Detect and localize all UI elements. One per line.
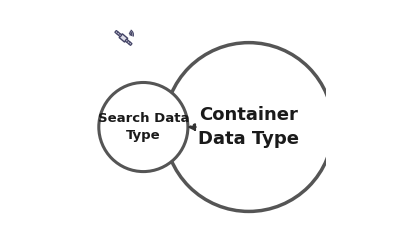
Circle shape — [99, 83, 188, 172]
Text: Search Data
Type: Search Data Type — [98, 112, 189, 142]
Polygon shape — [119, 34, 128, 42]
Polygon shape — [125, 39, 132, 45]
Circle shape — [164, 43, 333, 211]
Polygon shape — [115, 30, 122, 37]
Text: Container
Data Type: Container Data Type — [199, 106, 299, 148]
